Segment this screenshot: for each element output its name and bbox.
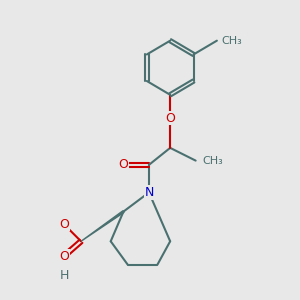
Text: N: N	[144, 186, 154, 199]
Text: H: H	[59, 269, 69, 282]
Text: CH₃: CH₃	[221, 36, 242, 46]
Text: CH₃: CH₃	[202, 156, 223, 166]
Text: O: O	[165, 112, 175, 125]
Text: O: O	[59, 218, 69, 231]
Polygon shape	[81, 211, 124, 241]
Text: O: O	[118, 158, 128, 171]
Text: O: O	[59, 250, 69, 263]
